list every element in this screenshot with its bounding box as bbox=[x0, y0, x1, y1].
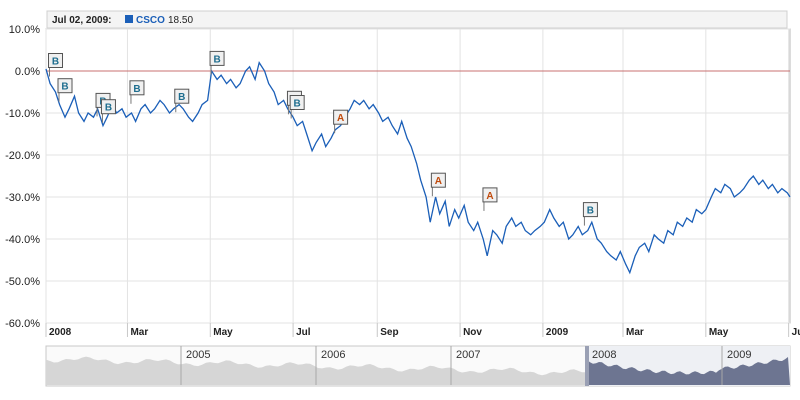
y-tick-label: 10.0% bbox=[9, 24, 40, 36]
event-flag-box bbox=[209, 50, 225, 66]
event-flag[interactable]: B bbox=[48, 53, 64, 77]
x-tick-label: Mar bbox=[626, 327, 644, 338]
legend-series-value: 18.50 bbox=[168, 15, 193, 26]
event-flag-letter: B bbox=[105, 103, 112, 114]
navigator-year-label: 2006 bbox=[321, 349, 345, 361]
event-flag-box bbox=[174, 88, 190, 104]
navigator-year-label: 2005 bbox=[186, 349, 210, 361]
event-flag[interactable]: B bbox=[174, 88, 190, 113]
event-flag-box bbox=[48, 53, 64, 68]
event-flag[interactable]: A bbox=[333, 109, 349, 134]
event-flag-box bbox=[333, 109, 349, 125]
y-tick-label: -30.0% bbox=[5, 192, 40, 204]
x-tick-label: May bbox=[709, 327, 729, 338]
navigator-scroller[interactable]: 2005 2006 2007 2008 2009 bbox=[45, 345, 791, 387]
y-axis: 10.0% 0.0% -10.0% -20.0% -30.0% -40.0% -50.0% -… bbox=[5, 24, 40, 330]
event-flags: BBBBBBBBBAAAB bbox=[48, 50, 598, 226]
event-flag-letter: B bbox=[133, 84, 140, 95]
x-axis: 2008 Mar May Jul Sep Nov 2009 Mar May Jul bbox=[45, 323, 800, 338]
event-flag[interactable]: B bbox=[289, 95, 305, 119]
y-tick-label: -40.0% bbox=[5, 234, 40, 246]
legend-series-name: CSCO bbox=[136, 15, 165, 26]
event-flag-box bbox=[482, 187, 498, 203]
event-flag-letter: B bbox=[61, 82, 68, 93]
x-tick-label: 2008 bbox=[49, 327, 72, 338]
legend-swatch bbox=[125, 15, 133, 23]
event-flag-letter: B bbox=[294, 99, 301, 110]
plot-area bbox=[45, 28, 791, 324]
x-tick-label: 2009 bbox=[546, 327, 569, 338]
y-tick-label: -10.0% bbox=[5, 108, 40, 120]
event-flag-letter: B bbox=[587, 206, 594, 217]
y-tick-label: -20.0% bbox=[5, 150, 40, 162]
event-flag-box bbox=[430, 172, 446, 188]
navigator-left-handle[interactable] bbox=[585, 346, 589, 386]
y-tick-label: 0.0% bbox=[15, 66, 40, 78]
navigator-year-label: 2009 bbox=[727, 349, 751, 361]
x-tick-label: Sep bbox=[380, 327, 398, 338]
event-flag-box bbox=[289, 95, 305, 110]
x-tick-label: Mar bbox=[130, 327, 148, 338]
legend: Jul 02, 2009: CSCO 18.50 bbox=[46, 10, 788, 29]
y-tick-label: -50.0% bbox=[5, 276, 40, 288]
event-flag-box bbox=[100, 99, 116, 115]
event-flag[interactable]: B bbox=[57, 78, 73, 102]
event-flag-letter: A bbox=[486, 191, 493, 202]
x-tick-label: Nov bbox=[463, 327, 482, 338]
event-flag[interactable]: A bbox=[430, 172, 446, 197]
navigator-year-label: 2007 bbox=[456, 349, 480, 361]
event-flag[interactable]: B bbox=[100, 99, 116, 123]
event-flag-letter: A bbox=[337, 113, 344, 124]
x-tick-label: May bbox=[213, 327, 233, 338]
navigator-selected-area bbox=[587, 357, 790, 385]
navigator-year-label: 2008 bbox=[592, 349, 616, 361]
event-flag-letter: A bbox=[435, 176, 442, 187]
y-tick-label: -60.0% bbox=[5, 318, 40, 330]
legend-box bbox=[46, 10, 788, 29]
event-flag[interactable]: B bbox=[582, 202, 598, 226]
x-tick-label: Jul bbox=[296, 327, 311, 338]
navigator-year-labels: 2005 2006 2007 2008 2009 bbox=[186, 349, 751, 361]
event-flag-box bbox=[129, 80, 145, 96]
event-flag-letter: B bbox=[178, 92, 185, 103]
event-flag-letter: B bbox=[213, 54, 220, 65]
x-tick-label: Jul bbox=[792, 327, 800, 338]
event-flag[interactable]: B bbox=[129, 80, 145, 104]
event-flag[interactable]: B bbox=[209, 50, 225, 75]
legend-date: Jul 02, 2009: bbox=[52, 15, 111, 26]
event-flag-box bbox=[582, 202, 598, 218]
event-flag[interactable]: A bbox=[482, 187, 498, 211]
csco-series-line bbox=[45, 60, 791, 275]
event-flag-letter: B bbox=[52, 57, 59, 68]
event-flag-box bbox=[57, 78, 73, 94]
